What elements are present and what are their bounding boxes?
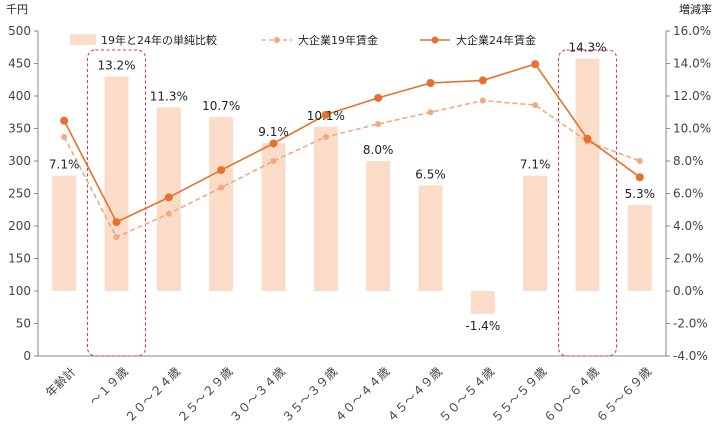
bar (366, 161, 391, 291)
series-line-24 (63, 63, 641, 224)
legend-bar-swatch (70, 34, 96, 45)
point-24 (531, 60, 540, 69)
bar-value-label: 7.1% (49, 158, 80, 172)
point-24 (374, 93, 383, 102)
x-tick-label: ３０～３４歳 (227, 364, 288, 425)
bar-value-label: 5.3% (625, 187, 656, 201)
series-line-19 (63, 99, 641, 239)
y-right-tick-label: 8.0% (673, 154, 704, 168)
bar-value-label: -1.4% (465, 319, 500, 333)
bar (313, 126, 338, 291)
y-right-unit-label: 増減率 (679, 2, 712, 16)
y-right-tick-label: 16.0% (673, 24, 711, 38)
bar (523, 175, 548, 291)
highlight-box (87, 49, 146, 357)
x-tick-label: ～１９歳 (87, 364, 131, 408)
x-tick-label: ４５～４９歳 (384, 364, 445, 425)
y-right-tick-label: 10.0% (673, 122, 711, 136)
y-right-tick-label: 14.0% (673, 57, 711, 71)
point-19 (322, 133, 329, 140)
x-tick-label: ５５～５９歳 (489, 364, 550, 425)
y-left-tick-label: 200 (8, 219, 31, 233)
point-24 (478, 76, 487, 85)
point-19 (636, 158, 643, 164)
bar (104, 76, 129, 291)
point-19 (218, 184, 225, 191)
highlight-box (558, 49, 617, 357)
x-tick-label: ６５～６９歳 (593, 364, 654, 425)
bar-value-label: 10.7% (202, 99, 240, 113)
y-left-unit-label: 千円 (6, 3, 28, 16)
point-19 (375, 120, 382, 127)
y-left-tick-label: 350 (8, 122, 31, 136)
bar (470, 291, 495, 314)
bar-value-label: 11.3% (150, 89, 188, 103)
bar-value-label: 9.1% (258, 125, 289, 139)
point-24 (217, 166, 226, 175)
point-19 (270, 158, 277, 164)
bar (261, 143, 286, 291)
y-left-tick-label: 500 (8, 24, 31, 38)
y-left-tick-label: 400 (8, 89, 31, 103)
y-left-tick-label: 450 (8, 57, 31, 71)
x-tick-label: ３５～３９歳 (279, 364, 340, 425)
bar (627, 204, 652, 291)
legend-line19-label: 大企業19年賃金 (298, 33, 378, 47)
legend: 19年と24年の単純比較 大企業19年賃金 大企業24年賃金 (70, 33, 536, 47)
point-19 (532, 102, 539, 109)
point-24 (635, 173, 644, 182)
point-19 (165, 210, 172, 217)
y-left-tick-label: 150 (8, 252, 31, 266)
legend-line24-marker (431, 36, 439, 44)
legend-item-line19: 大企業19年賃金 (262, 33, 378, 47)
point-24 (269, 139, 278, 148)
point-24 (583, 134, 592, 143)
bar (418, 185, 443, 291)
legend-item-bar: 19年と24年の単純比較 (70, 33, 217, 47)
bar-value-label: 13.2% (97, 59, 135, 73)
x-tick-label: ２０～２４歳 (122, 364, 183, 425)
legend-line24-label: 大企業24年賃金 (456, 33, 536, 47)
bar-value-label: 10.1% (307, 109, 345, 123)
x-tick-label: ６０～６４歳 (541, 364, 602, 425)
point-19 (61, 133, 68, 140)
legend-line19-marker (274, 37, 280, 43)
legend-bar-label: 19年と24年の単純比較 (101, 33, 217, 47)
point-24 (321, 110, 330, 119)
bar-value-label: 14.3% (568, 41, 606, 55)
point-19 (113, 234, 120, 241)
y-left-tick-label: 50 (16, 317, 31, 331)
point-24 (426, 79, 435, 87)
y-left-tick-label: 100 (8, 284, 31, 298)
y-left-tick-label: 300 (8, 154, 31, 168)
bar (575, 58, 600, 291)
bar (52, 175, 77, 291)
bar (209, 117, 234, 291)
point-24 (60, 116, 69, 125)
point-19 (479, 97, 486, 104)
point-24 (164, 193, 173, 202)
x-tick-label: ２５～２９歳 (175, 364, 236, 425)
y-right-tick-label: -4.0% (673, 349, 708, 363)
y-right-tick-label: 12.0% (673, 89, 711, 103)
y-right-tick-label: 4.0% (673, 219, 704, 233)
y-right-tick-label: 2.0% (673, 252, 704, 266)
x-tick-label: ４０～４４歳 (332, 364, 393, 425)
y-left-tick-label: 0 (23, 349, 31, 363)
bar-value-label: 7.1% (520, 158, 551, 172)
x-tick-label: 年齢計 (42, 364, 78, 400)
y-right-tick-label: 0.0% (673, 284, 704, 298)
plot-layer: 0 50 100 150 200 250 300 350 400 450 500 -4.0% -2.0%… (8, 24, 711, 425)
y-right-tick-label: 6.0% (673, 187, 704, 201)
y-right-tick-label: -2.0% (673, 317, 708, 331)
point-19 (427, 109, 434, 116)
point-24 (112, 218, 121, 227)
x-tick-label: ５０～５４歳 (436, 364, 497, 425)
legend-item-line24: 大企業24年賃金 (420, 33, 536, 47)
y-left-tick-label: 250 (8, 187, 31, 201)
bar-value-label: 6.5% (415, 167, 446, 181)
bar-value-label: 8.0% (363, 143, 394, 157)
